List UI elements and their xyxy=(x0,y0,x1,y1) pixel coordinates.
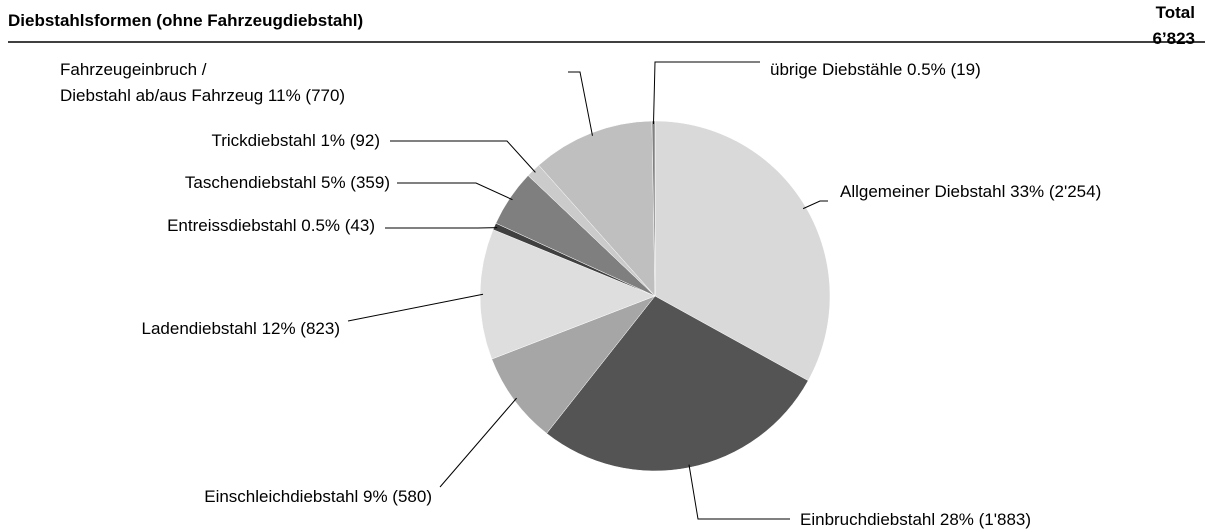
slice-label: Taschendiebstahl 5% (359) xyxy=(185,170,390,196)
slice-label: Allgemeiner Diebstahl 33% (2'254) xyxy=(840,179,1101,205)
leader-line xyxy=(802,200,828,210)
value-label: 9% (580) xyxy=(363,487,432,506)
slice-label: Fahrzeugeinbruch / Diebstahl ab/aus Fahr… xyxy=(60,57,345,109)
slice-label: Trickdiebstahl 1% (92) xyxy=(211,128,380,154)
category-label: Einbruchdiebstahl xyxy=(800,510,936,529)
value-label: 0.5% (19) xyxy=(907,60,981,79)
pie-slice xyxy=(538,120,656,297)
slice-label: Ladendiebstahl 12% (823) xyxy=(142,316,341,342)
category-label: Ladendiebstahl xyxy=(141,319,257,338)
leader-line xyxy=(652,61,760,125)
value-label: 12% (823) xyxy=(261,319,340,338)
category-label: Entreissdiebstahl xyxy=(167,216,297,235)
leader-line xyxy=(439,397,517,488)
slice-label: Einschleichdiebstahl 9% (580) xyxy=(204,484,432,510)
pie-slice xyxy=(491,295,656,434)
value-label: 33% (2'254) xyxy=(1010,182,1102,201)
leader-line xyxy=(568,71,593,136)
value-label: 28% (1'883) xyxy=(939,510,1032,529)
category-label: Einschleichdiebstahl xyxy=(204,487,359,506)
slice-label: Einbruchdiebstahl 28% (1'883) xyxy=(800,507,1031,529)
chart-title: Diebstahlsformen (ohne Fahrzeugdiebstahl… xyxy=(8,11,364,30)
pie-slice xyxy=(479,229,656,360)
category-label: Fahrzeugeinbruch / Diebstahl ab/aus Fahr… xyxy=(60,60,264,105)
slice-label: übrige Diebstähle 0.5% (19) xyxy=(770,57,981,83)
leader-line xyxy=(347,293,484,322)
leader-line xyxy=(688,464,790,520)
value-label: 5% (359) xyxy=(321,173,390,192)
leader-line xyxy=(397,182,513,201)
chart-subtitle: Total 6’823 xyxy=(1152,3,1195,48)
value-label: 1% (92) xyxy=(320,131,380,150)
category-label: Taschendiebstahl xyxy=(184,173,317,192)
slice-label: Entreissdiebstahl 0.5% (43) xyxy=(167,213,375,239)
value-label: 11% (770) xyxy=(267,86,346,105)
category-label: übrige Diebstähle xyxy=(770,60,903,79)
category-label: Trickdiebstahl xyxy=(211,131,316,150)
leader-line xyxy=(390,140,536,173)
category-label: Allgemeiner Diebstahl xyxy=(840,182,1006,201)
value-label: 0.5% (43) xyxy=(301,216,375,235)
